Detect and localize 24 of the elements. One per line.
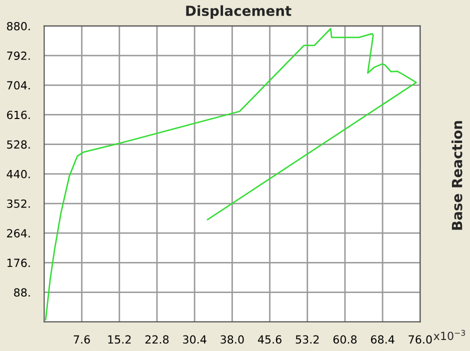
- y-tick-label: 792.: [7, 52, 30, 60]
- x-tick-label: 60.8: [333, 335, 357, 344]
- y-tick-label: 88.: [14, 288, 30, 297]
- y-tick-label: 880.: [7, 22, 30, 30]
- y-tick-label: 352.: [7, 199, 30, 208]
- x-tick-label: 22.8: [145, 335, 169, 344]
- line-series: [44, 28, 417, 321]
- y-axis-title: Base Reaction: [452, 121, 462, 230]
- y-tick-label: 704.: [7, 81, 30, 90]
- y-tick-label: 440.: [6, 170, 30, 178]
- y-tick-label: 528.: [7, 140, 30, 149]
- text: x10$^{−3}$: [434, 330, 465, 340]
- x-tick-label: 76.0: [408, 335, 432, 344]
- x-tick-label: 7.6: [74, 335, 90, 344]
- x-tick-label: 15.2: [108, 335, 131, 344]
- y-tick-label: 616.: [7, 110, 30, 120]
- y-tick-label: 176.: [7, 258, 30, 268]
- x-tick-label: 30.4: [183, 335, 206, 344]
- x-tick-label: 38.0: [220, 335, 244, 344]
- x-tick-label: 53.2: [296, 335, 319, 344]
- x-tick-label: 68.4: [370, 335, 394, 344]
- x-tick-label: 45.6: [258, 335, 282, 344]
- y-tick-label: 264.: [7, 229, 30, 238]
- chart-title: Displacement: [186, 5, 292, 19]
